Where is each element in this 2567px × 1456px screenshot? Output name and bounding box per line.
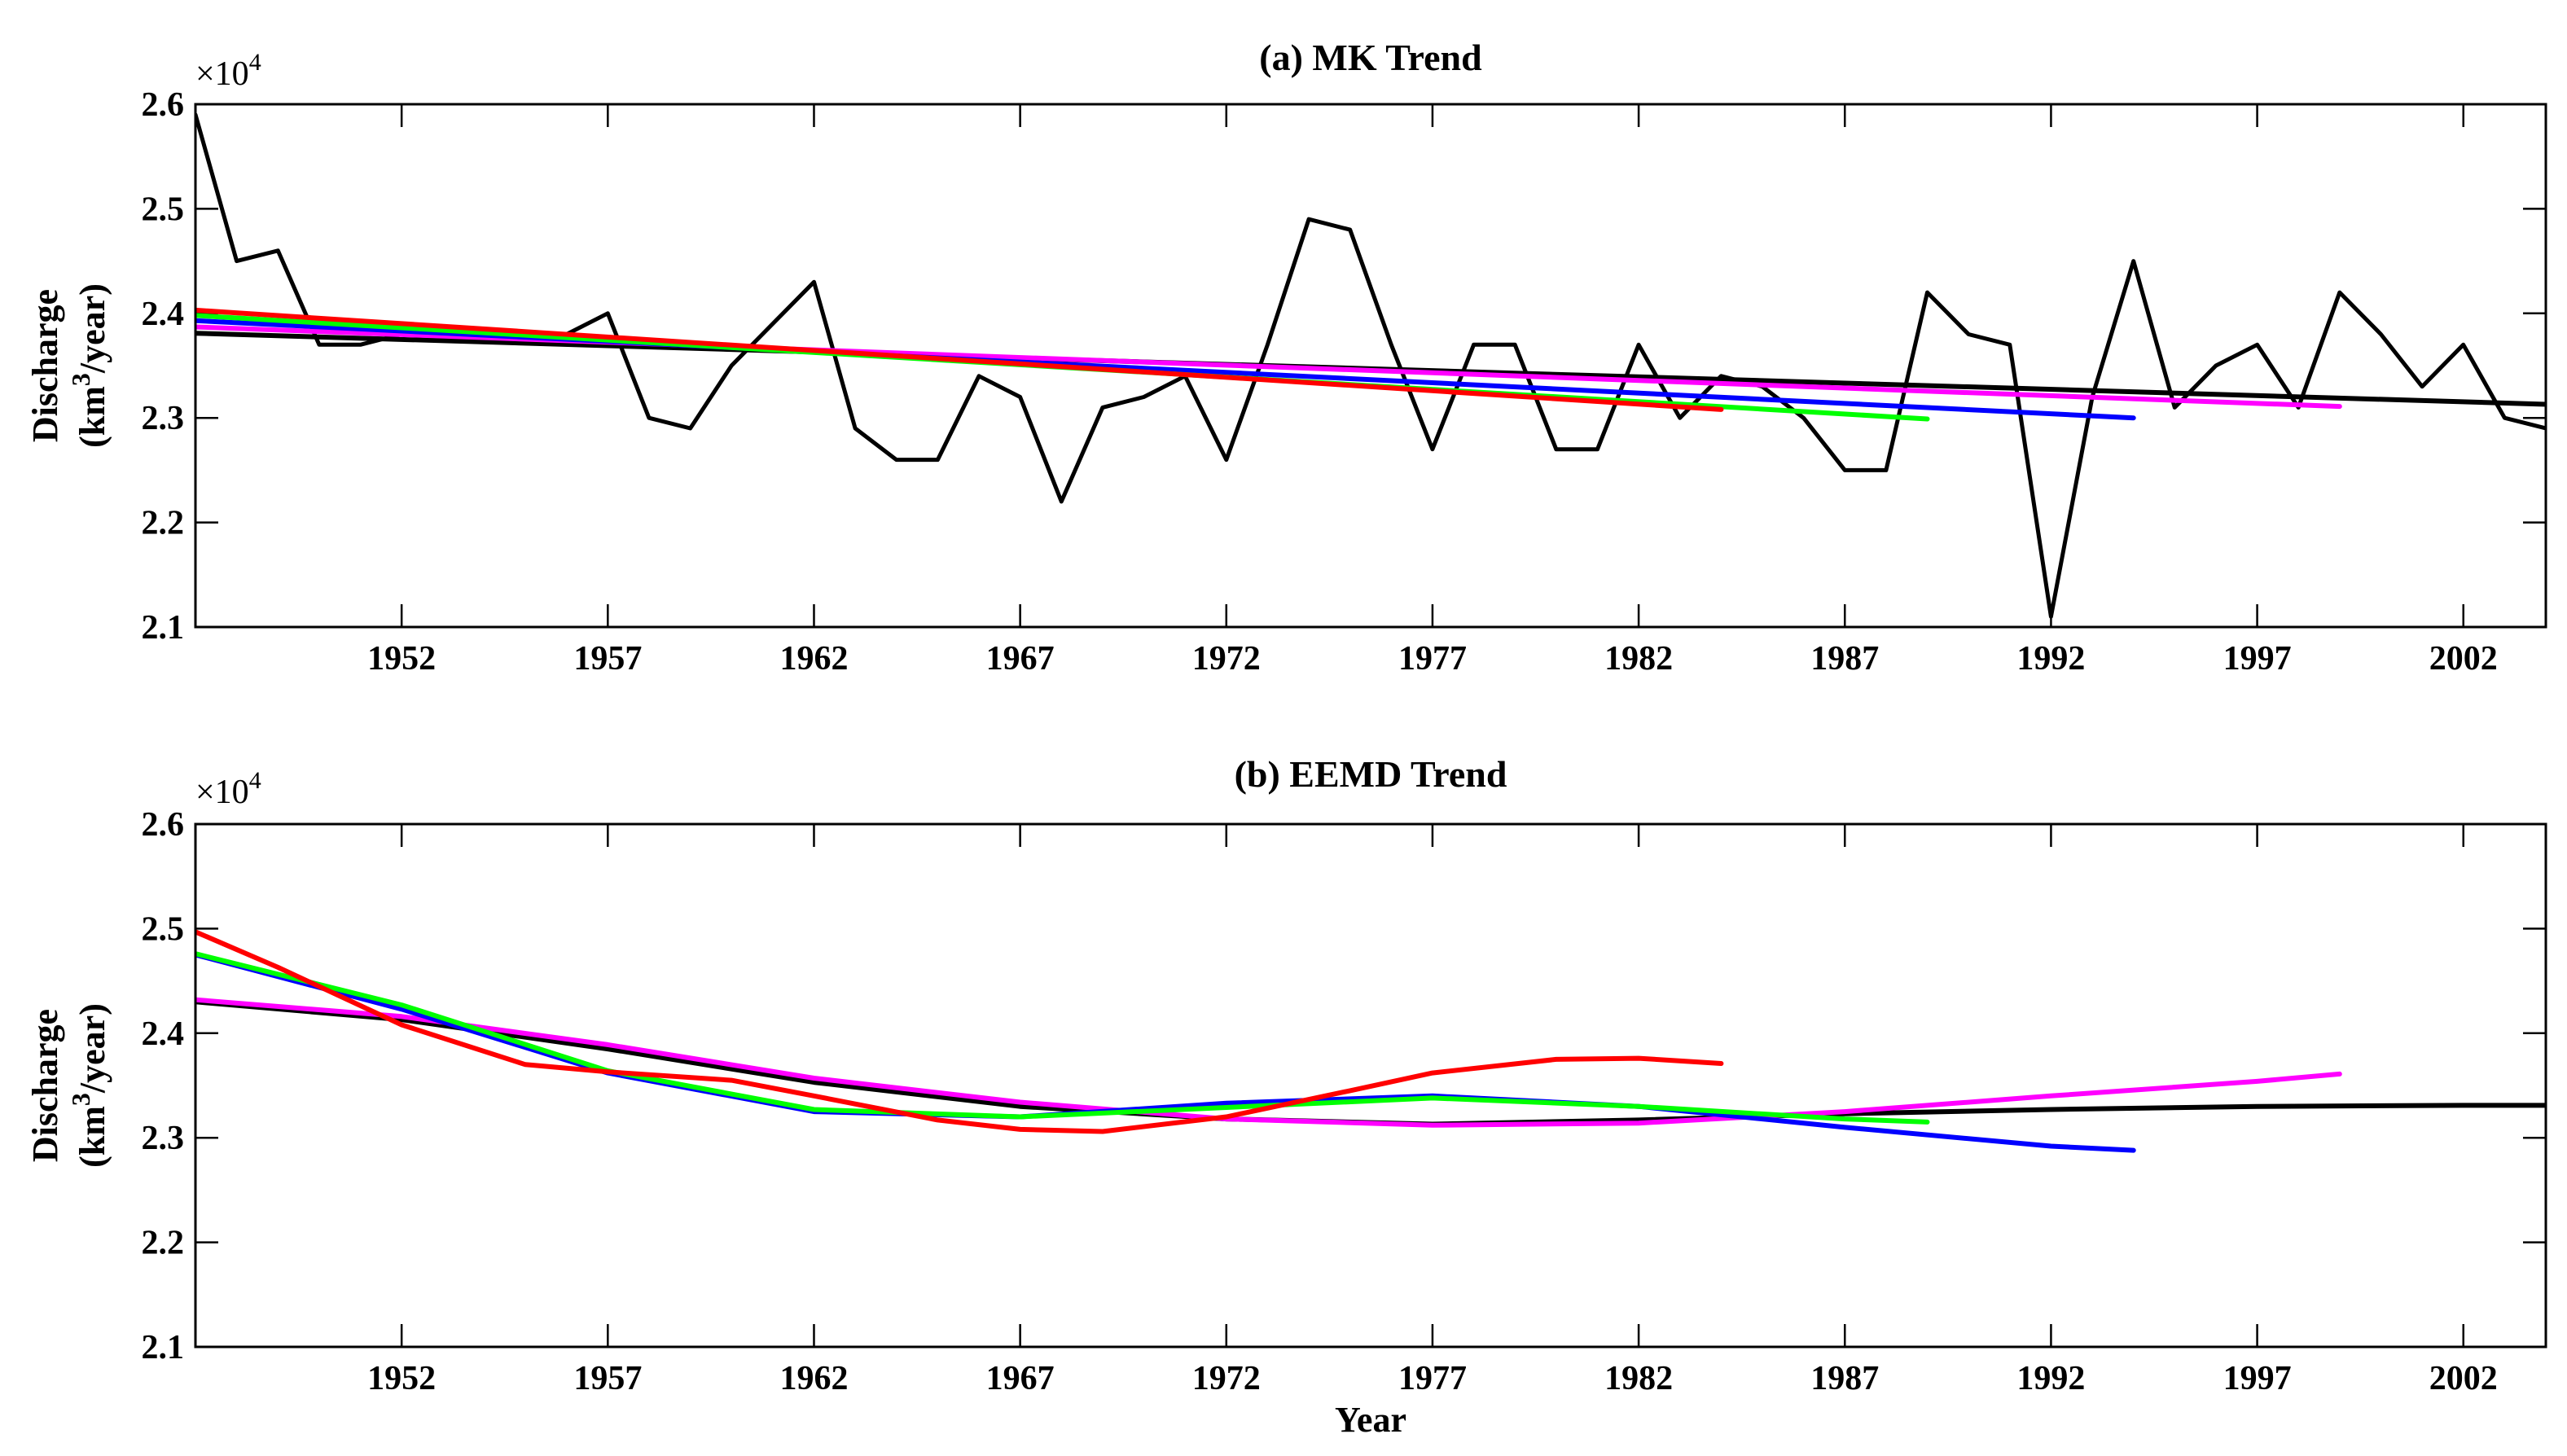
series-line-discharge bbox=[195, 112, 2546, 619]
x-tick-label: 1962 bbox=[779, 1360, 848, 1397]
series-line-trend-1947-1984 bbox=[195, 307, 1724, 412]
x-tick-label: 1997 bbox=[2223, 640, 2292, 678]
series-line-eemd-1947-1989 bbox=[195, 951, 1930, 1125]
y-tick-label: 2.4 bbox=[142, 296, 185, 333]
x-tick-label: 2002 bbox=[2429, 640, 2498, 678]
series-line-eemd-1947-1984 bbox=[195, 929, 1724, 1134]
chart-panel-a: (a) MK Trend ×104 Discharge (km3/year) 2.1 2.… bbox=[25, 37, 2547, 678]
y-tick-label: 2.1 bbox=[142, 609, 185, 647]
x-tick-label: 1967 bbox=[986, 1360, 1055, 1397]
series-line-eemd-1947-2004 bbox=[195, 999, 2546, 1127]
y-multiplier: ×104 bbox=[195, 767, 261, 811]
x-tick-label: 1987 bbox=[1810, 640, 1879, 678]
y-tick-label: 2.3 bbox=[142, 1120, 185, 1157]
y-tick-label: 2.4 bbox=[142, 1015, 185, 1053]
x-tick-label: 1972 bbox=[1192, 1360, 1261, 1397]
x-tick-label: 1977 bbox=[1398, 640, 1467, 678]
y-axis-unit: (km3/year) bbox=[66, 1003, 112, 1168]
x-tick-label: 1977 bbox=[1398, 1360, 1467, 1397]
x-tick-label: 1962 bbox=[779, 640, 848, 678]
x-tick-label: 1972 bbox=[1192, 640, 1261, 678]
x-tick-label: 1957 bbox=[573, 1360, 642, 1397]
x-tick-label: 1997 bbox=[2223, 1360, 2292, 1397]
x-tick-label: 1987 bbox=[1810, 1360, 1879, 1397]
x-tick-label: 1992 bbox=[2016, 1360, 2085, 1397]
y-axis-label: Discharge bbox=[25, 1009, 65, 1162]
x-tick-label: 2002 bbox=[2429, 1360, 2498, 1397]
chart-title: (a) MK Trend bbox=[1259, 37, 1482, 78]
x-axis-label: Year bbox=[1335, 1400, 1406, 1440]
y-tick-label: 2.5 bbox=[142, 191, 185, 228]
y-tick-label: 2.6 bbox=[142, 86, 185, 124]
x-tick-label: 1952 bbox=[367, 640, 436, 678]
x-tick-label: 1952 bbox=[367, 1360, 436, 1397]
y-tick-label: 2.5 bbox=[142, 910, 185, 948]
x-tick-label: 1992 bbox=[2016, 640, 2085, 678]
plot-frame bbox=[194, 103, 2547, 629]
series-line-eemd-1947-1994 bbox=[195, 952, 2136, 1153]
y-tick-label: 2.1 bbox=[142, 1329, 185, 1366]
x-tick-label: 1967 bbox=[986, 640, 1055, 678]
plot-frame bbox=[194, 822, 2547, 1349]
chart-title: (b) EEMD Trend bbox=[1235, 753, 1507, 795]
series-line-eemd-1947-1999 bbox=[195, 997, 2342, 1128]
y-axis-label: Discharge bbox=[25, 289, 65, 442]
y-tick-label: 2.2 bbox=[142, 505, 185, 542]
chart-panel-b: (b) EEMD Trend ×104 Discharge (km3/year) 2.1… bbox=[25, 753, 2547, 1440]
y-tick-label: 2.3 bbox=[142, 400, 185, 437]
x-tick-label: 1957 bbox=[573, 640, 642, 678]
y-tick-label: 2.2 bbox=[142, 1225, 185, 1262]
x-tick-label: 1982 bbox=[1604, 1360, 1673, 1397]
y-tick-label: 2.6 bbox=[142, 806, 185, 844]
x-tick-label: 1982 bbox=[1604, 640, 1673, 678]
y-axis-unit: (km3/year) bbox=[66, 283, 112, 448]
y-multiplier: ×104 bbox=[195, 49, 261, 93]
